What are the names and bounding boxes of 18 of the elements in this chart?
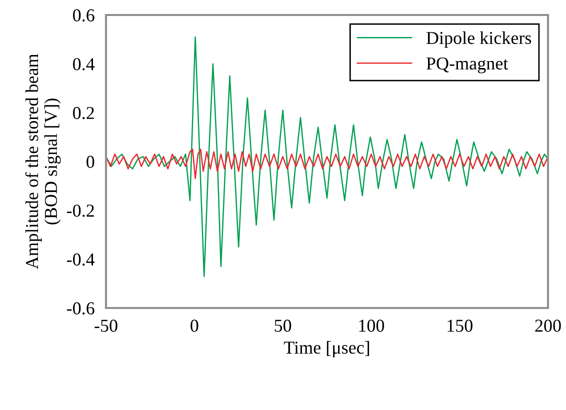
y-tick-label: 0 <box>86 156 94 168</box>
y-tick-label: 0.2 <box>73 106 94 120</box>
y-tick-label: -0.2 <box>66 204 94 217</box>
x-tick-label: 50 <box>274 320 292 332</box>
y-tick-label: 0.6 <box>73 9 94 22</box>
y-tick-label: -0.6 <box>66 302 94 315</box>
x-tick-label: -50 <box>94 320 118 332</box>
y-axis-title: Amplitude of the stored beam (BOD signal [V]) <box>25 54 61 270</box>
line-series <box>106 148 548 180</box>
legend-label: PQ-magnet <box>426 57 508 74</box>
legend-label: Dipole kickers <box>426 31 532 48</box>
x-tick-label: 0 <box>190 320 198 332</box>
y-tick-label: 0.4 <box>73 58 95 70</box>
x-axis-title: Time [μsec] <box>284 341 370 358</box>
x-tick-label: 100 <box>359 320 384 332</box>
x-tick-label: 150 <box>448 320 472 332</box>
x-tick-label: 200 <box>535 320 561 332</box>
y-tick-label: -0.4 <box>66 253 95 266</box>
